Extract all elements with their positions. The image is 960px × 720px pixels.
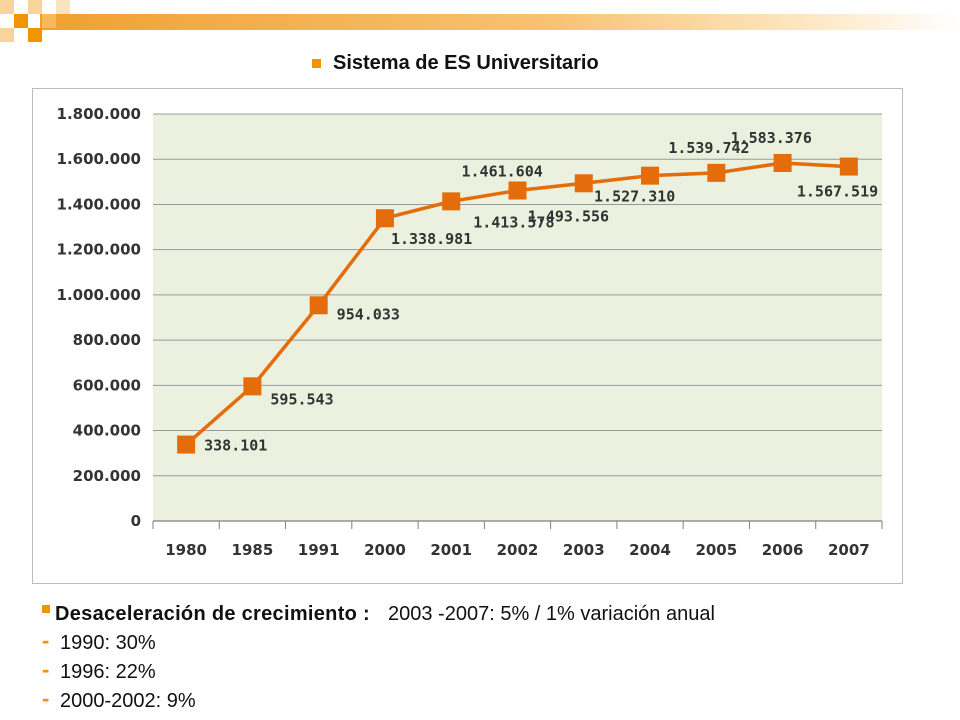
data-label: 1.413.578 — [473, 213, 554, 231]
x-tick-label: 2002 — [497, 541, 539, 559]
x-tick-label: 2003 — [563, 541, 605, 559]
slide-title-text: Sistema de ES Universitario — [333, 52, 599, 74]
note-main: Desaceleración de crecimiento : 2003 -20… — [42, 600, 715, 629]
y-tick-label: 1.000.000 — [57, 286, 141, 304]
data-point — [839, 157, 858, 176]
y-tick-label: 0 — [131, 512, 141, 530]
x-tick-label: 2000 — [364, 541, 406, 559]
data-point — [641, 166, 660, 185]
decor-square — [0, 28, 14, 42]
x-tick-label: 2001 — [430, 541, 472, 559]
x-tick-label: 2006 — [762, 541, 804, 559]
x-tick-label: 1985 — [232, 541, 274, 559]
note-bullet — [42, 604, 50, 613]
data-label: 338.101 — [204, 437, 267, 455]
decor-square — [14, 14, 28, 28]
note-item-text: 1990: 30% — [60, 632, 156, 654]
data-label: 1.567.519 — [797, 183, 878, 201]
data-point — [177, 435, 196, 454]
data-point — [508, 181, 527, 200]
x-tick-label: 1980 — [165, 541, 207, 559]
x-tick-label: 2005 — [695, 541, 737, 559]
decor-square — [28, 28, 42, 42]
x-tick-label: 2007 — [828, 541, 870, 559]
decor-square — [0, 0, 14, 14]
note-item-text: 1996: 22% — [60, 661, 156, 683]
data-label: 1.527.310 — [594, 188, 675, 206]
line-chart: 0 200.000 400.000 600.000 800.000 1.000.000 1.… — [57, 105, 883, 559]
chart-frame: 0 200.000 400.000 600.000 800.000 1.000.000 1.… — [32, 88, 903, 584]
data-label: 1.461.604 — [462, 163, 543, 181]
notes-block: Desaceleración de crecimiento : 2003 -20… — [42, 600, 715, 716]
y-tick-label: 1.200.000 — [57, 241, 141, 259]
dash-bullet: - — [42, 657, 50, 682]
data-label: 595.543 — [270, 390, 333, 408]
note-item: - 1990: 30% — [42, 628, 715, 658]
decor-square — [56, 0, 70, 14]
x-tick-label: 2004 — [629, 541, 671, 559]
dash-bullet: - — [42, 686, 50, 711]
y-tick-label: 1.800.000 — [57, 105, 141, 123]
header-gradient-bar — [40, 14, 960, 30]
data-label: 1.493.556 — [528, 207, 609, 225]
y-tick-label: 400.000 — [73, 422, 141, 440]
note-main-label: Desaceleración de crecimiento : — [55, 603, 370, 625]
note-item-text: 2000-2002: 9% — [60, 690, 196, 712]
decor-square — [28, 0, 42, 14]
data-point — [707, 163, 726, 182]
slide-title: Sistema de ES Universitario — [312, 52, 599, 75]
y-tick-label: 1.400.000 — [57, 195, 141, 213]
data-point — [773, 153, 792, 172]
data-label: 1.539.742 — [668, 139, 749, 157]
dash-bullet: - — [42, 628, 50, 653]
data-point — [442, 192, 461, 211]
note-item: - 2000-2002: 9% — [42, 686, 715, 716]
data-point — [243, 377, 262, 396]
data-label: 954.033 — [337, 305, 400, 323]
y-tick-label: 1.600.000 — [57, 150, 141, 168]
y-tick-label: 200.000 — [73, 467, 141, 485]
data-point — [375, 209, 394, 228]
data-point — [574, 174, 593, 193]
y-tick-label: 800.000 — [73, 331, 141, 349]
decor-square — [42, 14, 56, 28]
note-main-text: 2003 -2007: 5% / 1% variación anual — [388, 603, 715, 625]
data-label: 1.583.376 — [731, 129, 812, 147]
y-tick-label: 600.000 — [73, 376, 141, 394]
data-point — [309, 296, 328, 315]
data-label: 1.338.981 — [391, 230, 472, 248]
x-tick-label: 1991 — [298, 541, 340, 559]
title-bullet — [312, 59, 321, 68]
note-item: - 1996: 22% — [42, 657, 715, 687]
